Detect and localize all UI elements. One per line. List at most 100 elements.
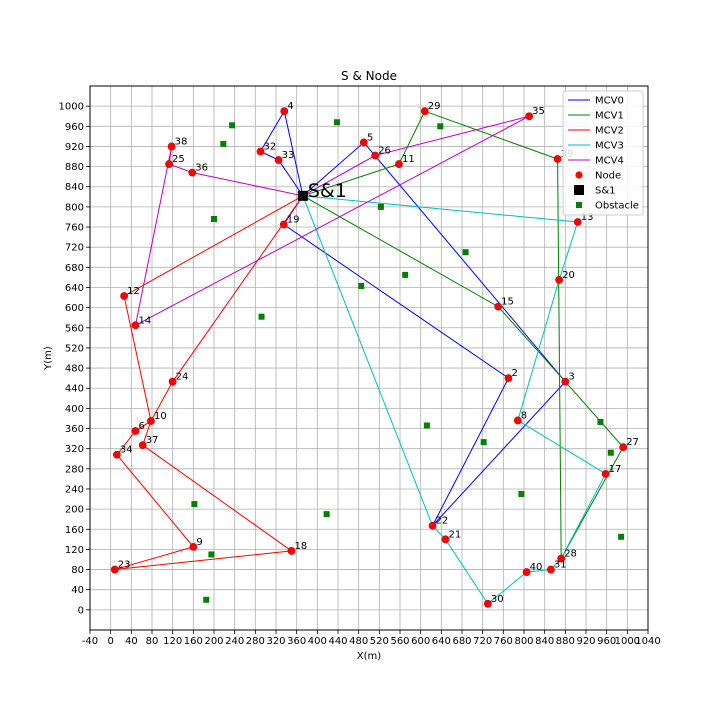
node-label: 40: [530, 562, 543, 573]
node-label: 15: [501, 297, 514, 308]
route-lines: [114, 109, 624, 605]
node-point: [359, 138, 368, 147]
obstacle-square: [220, 140, 227, 147]
legend-label: Node: [595, 171, 621, 182]
x-tick-label: 320: [266, 636, 285, 647]
x-tick-label: 0: [107, 636, 113, 647]
x-tick-label: 40: [125, 636, 138, 647]
node-label: 27: [626, 437, 639, 448]
route-mcv4: [134, 115, 530, 327]
y-tick-label: 240: [65, 484, 84, 495]
x-tick-label: 560: [390, 636, 409, 647]
node-label: 26: [378, 146, 391, 157]
node-label: 13: [581, 212, 594, 223]
node-point: [483, 599, 492, 608]
node-point: [573, 218, 582, 226]
node-label: 12: [127, 286, 140, 297]
x-tick-label: 680: [452, 636, 471, 647]
node-point: [522, 568, 531, 576]
node-label: 31: [554, 560, 567, 571]
x-tick-label: 400: [308, 636, 327, 647]
legend-box: [562, 90, 644, 216]
y-ticks: 0 40 80 120 160 200 240 280 320 360 400 440 480 520 56…: [59, 102, 90, 616]
x-tick-label: 960: [597, 636, 616, 647]
legend-label: S&1: [595, 186, 616, 197]
node-point: [428, 521, 437, 530]
node-label: 10: [154, 411, 167, 422]
obstacle-square: [191, 501, 198, 508]
node-point: [395, 160, 403, 168]
obstacle-square: [208, 551, 215, 558]
node-point: [274, 156, 283, 164]
node-point: [561, 377, 570, 386]
node-label: 6: [138, 421, 144, 432]
obstacle-square: [211, 215, 217, 222]
legend-label: Obstacle: [595, 201, 639, 212]
node-label: 23: [118, 560, 131, 571]
node-point: [504, 374, 513, 383]
node-point: [555, 276, 564, 284]
node-label: 34: [120, 445, 133, 456]
x-tick-label: 1000: [615, 636, 640, 647]
obstacle-square: [597, 418, 604, 425]
node-label: 4: [287, 101, 293, 112]
obstacle-square: [203, 596, 210, 603]
x-tick-label: 760: [494, 636, 513, 647]
node-point: [138, 441, 147, 450]
x-tick-label: 1040: [635, 636, 660, 647]
obstacle-square: [618, 533, 625, 540]
x-tick-label: 840: [535, 636, 554, 647]
node-point: [420, 107, 429, 116]
obstacle-square: [323, 511, 330, 518]
x-axis-label: X(m): [357, 651, 381, 662]
node-label: 14: [138, 315, 151, 326]
node-label: 21: [448, 529, 461, 540]
x-tick-label: 280: [246, 636, 265, 647]
x-tick-label: 120: [163, 636, 182, 647]
node-point: [165, 160, 173, 168]
route-mcv0: [259, 109, 566, 527]
obstacle-square: [518, 491, 525, 497]
grid-lines: [89, 86, 649, 630]
obstacle-square: [229, 122, 236, 129]
y-tick-label: 120: [65, 545, 84, 556]
node-point: [189, 542, 198, 551]
legend-swatch-square: [574, 185, 584, 195]
y-tick-label: 760: [65, 223, 84, 234]
node-label: 32: [264, 141, 277, 152]
y-tick-label: 920: [65, 142, 84, 153]
node-point: [131, 321, 140, 330]
node-label: 36: [195, 163, 208, 174]
y-tick-label: 200: [65, 505, 84, 516]
obstacle-square: [423, 422, 430, 429]
x-tick-label: 160: [184, 636, 203, 647]
y-tick-label: 640: [65, 283, 84, 294]
node-label: 25: [172, 154, 185, 165]
node-point: [441, 535, 450, 544]
node-point: [279, 220, 288, 229]
y-tick-label: 720: [65, 243, 84, 254]
obstacle-square: [258, 313, 265, 320]
node-point: [601, 469, 610, 478]
node-point: [168, 377, 177, 386]
node-label: 11: [402, 154, 415, 165]
x-tick-label: 720: [473, 636, 492, 647]
node-label: 17: [609, 464, 622, 475]
node-point: [525, 112, 534, 121]
legend-label: MCV0: [595, 96, 624, 107]
x-tick-label: 520: [370, 636, 389, 647]
x-tick-label: 600: [411, 636, 430, 647]
obstacle-markers: [191, 119, 625, 603]
obstacle-square: [358, 282, 365, 289]
node-label: 3: [568, 372, 574, 383]
legend-label: MCV2: [595, 126, 624, 137]
y-axis-label: Y(m): [43, 346, 54, 371]
obstacle-square: [607, 449, 614, 456]
legend-label: MCV4: [595, 156, 624, 167]
x-tick-label: 80: [146, 636, 159, 647]
node-point: [513, 416, 522, 425]
y-tick-label: 600: [65, 303, 84, 314]
node-label: 35: [532, 106, 545, 117]
obstacle-square: [333, 119, 340, 126]
